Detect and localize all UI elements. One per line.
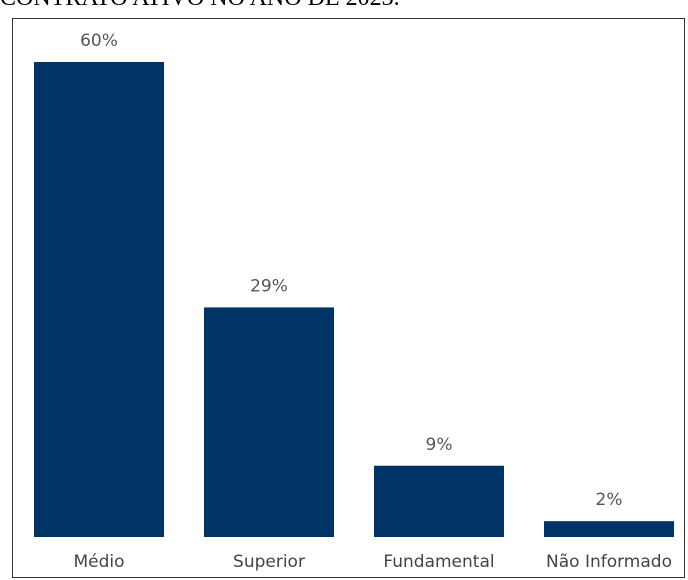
bar-fundamental: [374, 465, 504, 537]
value-label-nao-informado: 2%: [596, 490, 623, 510]
bar-superior: [204, 307, 334, 537]
bar-medio: [34, 62, 164, 537]
category-label-nao-informado: Não Informado: [546, 552, 672, 572]
value-label-fundamental: 9%: [426, 435, 453, 455]
bar-nao-informado: [544, 521, 674, 537]
category-label-fundamental: Fundamental: [383, 552, 494, 572]
category-label-medio: Médio: [73, 552, 124, 572]
value-label-superior: 29%: [250, 276, 288, 296]
chart-caption: CONTRATO ATIVO NO ANO DE 2023.: [0, 0, 688, 10]
category-label-superior: Superior: [233, 552, 305, 572]
value-label-medio: 60%: [80, 31, 118, 51]
